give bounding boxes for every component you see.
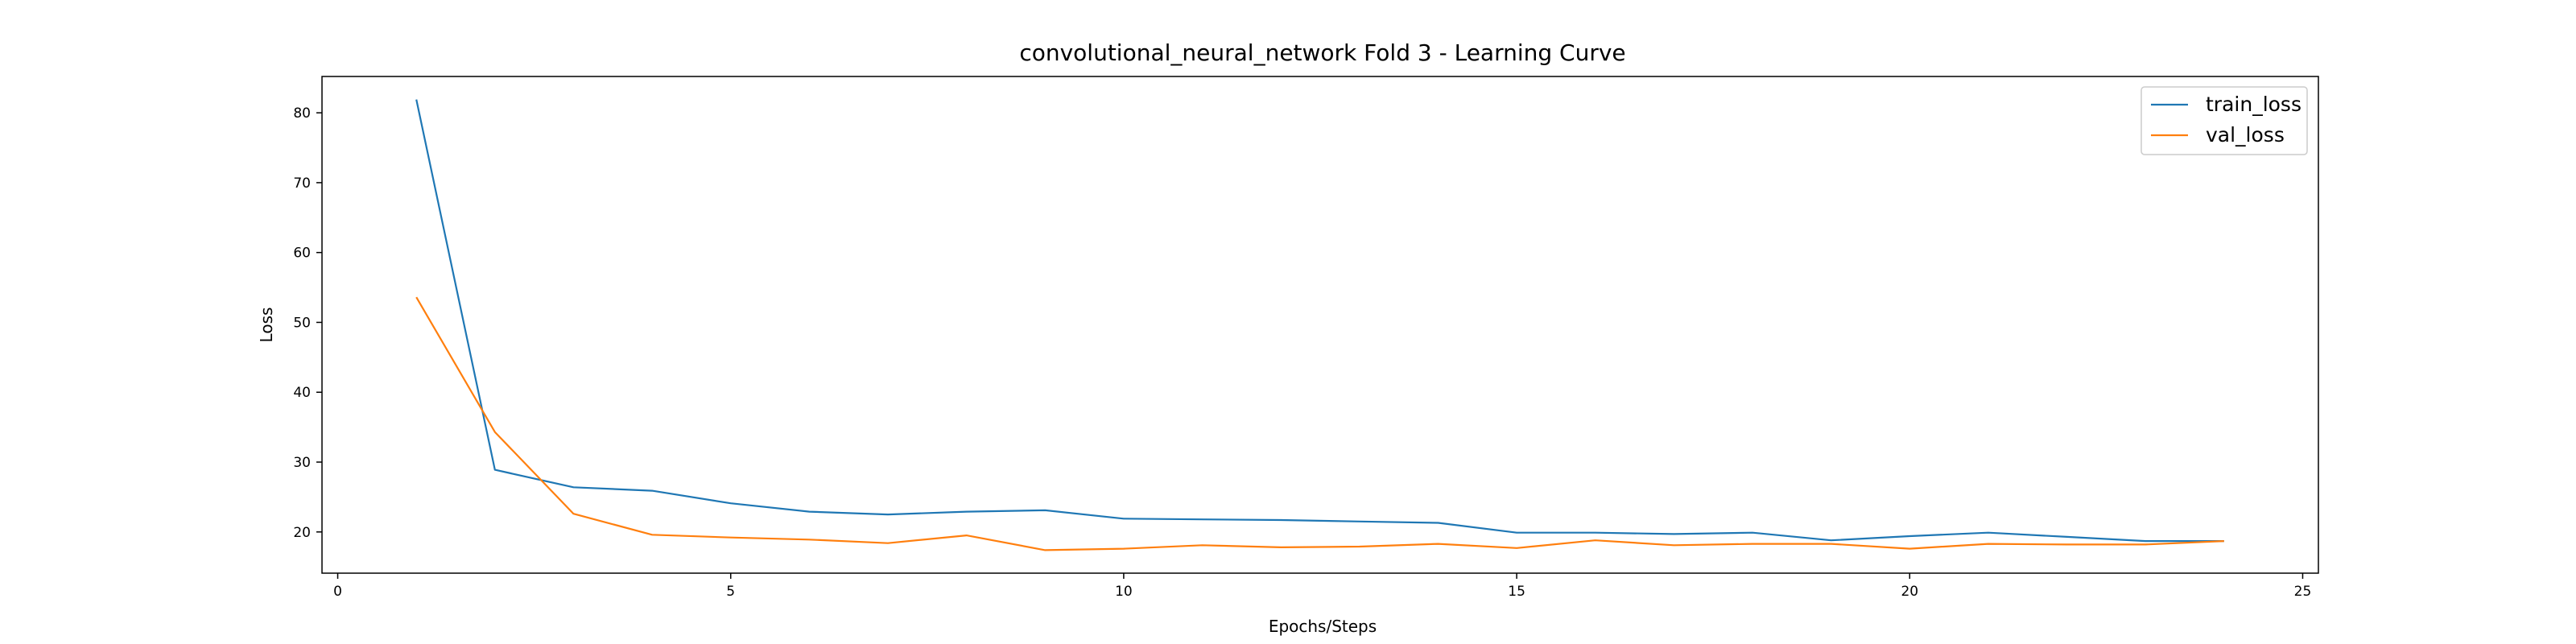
series-lines	[415, 99, 2224, 551]
x-tick-label: 25	[2294, 584, 2312, 600]
series-line-train-loss	[415, 99, 2224, 543]
x-tick-label: 15	[1508, 584, 1525, 600]
legend: train_loss val_loss	[2140, 86, 2308, 155]
chart-title: convolutional_neural_network Fold 3 - Le…	[1019, 39, 1625, 66]
legend-label-train-loss: train_loss	[2206, 93, 2301, 116]
y-tick-label: 40	[293, 385, 311, 401]
y-tick-label: 80	[293, 105, 311, 122]
x-tick-label: 10	[1115, 584, 1133, 600]
axis-ticks: 0 5 10 15 20 25 20 30 40 50 60 70 80	[293, 105, 2311, 600]
y-tick-label: 20	[293, 525, 311, 541]
x-tick-label: 0	[333, 584, 342, 600]
x-tick-label: 5	[726, 584, 735, 600]
x-axis-label: Epochs/Steps	[1269, 617, 1377, 636]
y-tick-label: 30	[293, 455, 311, 471]
y-tick-label: 60	[293, 246, 311, 262]
x-tick-label: 20	[1901, 584, 1918, 600]
series-line-val-loss	[415, 296, 2224, 551]
legend-label-val-loss: val_loss	[2206, 123, 2285, 147]
y-axis-label-group: Loss	[257, 308, 276, 343]
plot-area-frame	[321, 76, 2319, 574]
y-axis-label: Loss	[257, 308, 276, 343]
y-tick-label: 50	[293, 315, 311, 331]
y-tick-label: 70	[293, 175, 311, 192]
